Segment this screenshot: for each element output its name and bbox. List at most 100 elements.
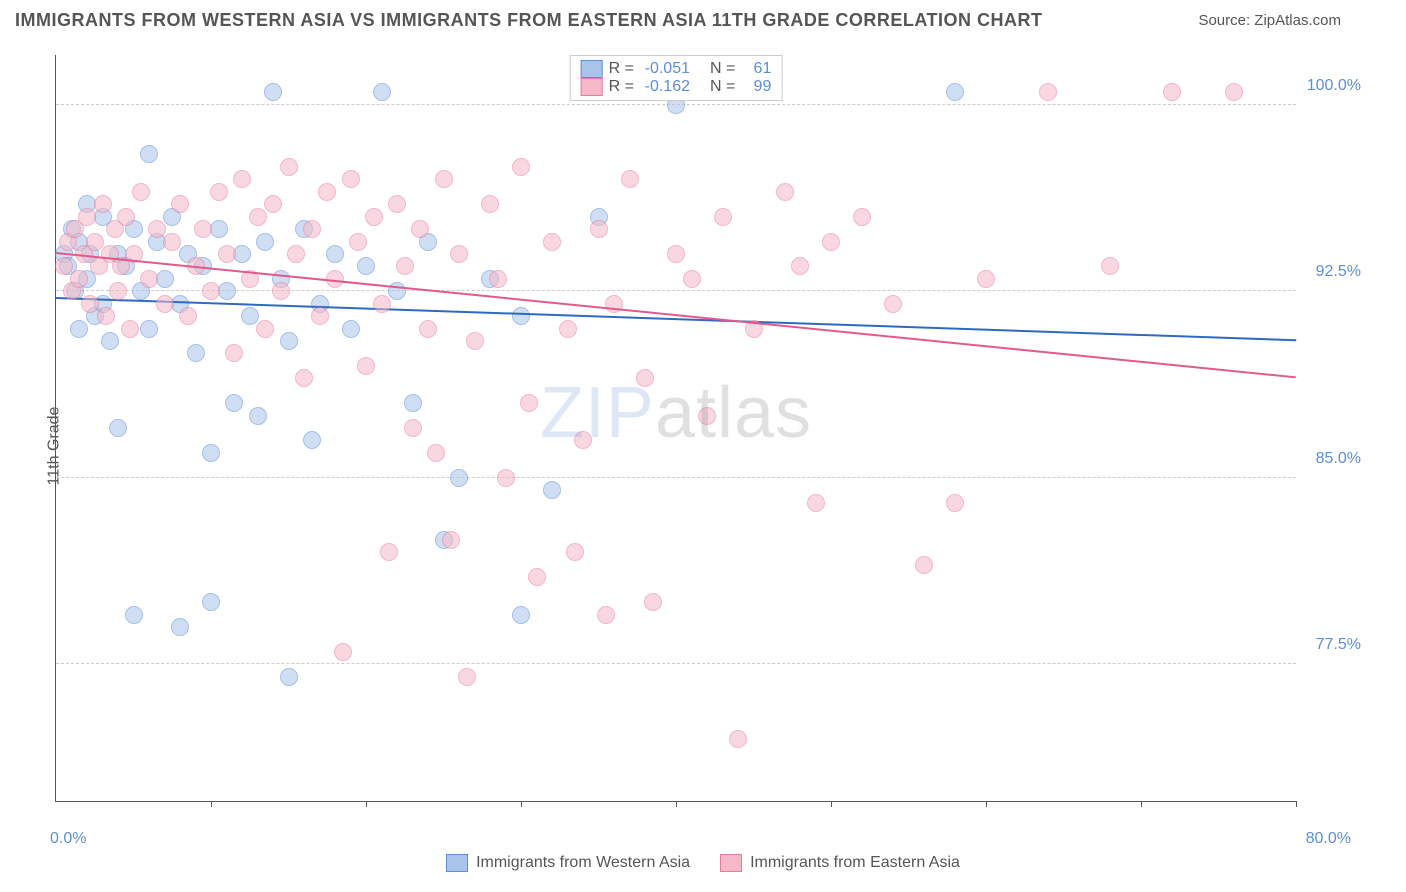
- data-point: [156, 295, 174, 313]
- y-tick-label: 85.0%: [1301, 450, 1361, 468]
- data-point: [194, 220, 212, 238]
- data-point: [280, 332, 298, 350]
- data-point: [404, 394, 422, 412]
- data-point: [590, 220, 608, 238]
- data-point: [427, 444, 445, 462]
- data-point: [140, 145, 158, 163]
- data-point: [644, 593, 662, 611]
- data-point: [450, 469, 468, 487]
- data-point: [380, 543, 398, 561]
- data-point: [667, 245, 685, 263]
- data-point: [256, 233, 274, 251]
- source-attribution: Source: ZipAtlas.com: [1198, 12, 1391, 29]
- correlation-legend: R =-0.051N =61R =-0.162N =99: [570, 55, 783, 101]
- legend-series-label: Immigrants from Eastern Asia: [750, 854, 960, 872]
- data-point: [109, 282, 127, 300]
- x-tick: [521, 801, 522, 807]
- data-point: [140, 270, 158, 288]
- data-point: [272, 282, 290, 300]
- data-point: [121, 320, 139, 338]
- data-point: [210, 220, 228, 238]
- data-point: [458, 668, 476, 686]
- data-point: [326, 245, 344, 263]
- n-label: N =: [710, 78, 735, 96]
- data-point: [202, 593, 220, 611]
- data-point: [280, 668, 298, 686]
- data-point: [218, 245, 236, 263]
- data-point: [915, 556, 933, 574]
- legend-stat-row: R =-0.162N =99: [581, 78, 772, 96]
- chart-header: IMMIGRANTS FROM WESTERN ASIA VS IMMIGRAN…: [0, 0, 1406, 37]
- data-point: [148, 220, 166, 238]
- data-point: [349, 233, 367, 251]
- data-point: [303, 220, 321, 238]
- legend-swatch: [581, 78, 603, 96]
- data-point: [256, 320, 274, 338]
- data-point: [373, 295, 391, 313]
- gridline: [56, 663, 1296, 664]
- data-point: [512, 158, 530, 176]
- data-point: [202, 282, 220, 300]
- chart-title: IMMIGRANTS FROM WESTERN ASIA VS IMMIGRAN…: [15, 10, 1043, 31]
- n-value: 61: [741, 60, 771, 78]
- data-point: [117, 208, 135, 226]
- data-point: [264, 195, 282, 213]
- y-tick-label: 77.5%: [1301, 636, 1361, 654]
- data-point: [512, 606, 530, 624]
- data-point: [419, 320, 437, 338]
- data-point: [946, 494, 964, 512]
- data-point: [342, 170, 360, 188]
- data-point: [163, 233, 181, 251]
- data-point: [295, 369, 313, 387]
- data-point: [70, 320, 88, 338]
- data-point: [714, 208, 732, 226]
- data-point: [388, 195, 406, 213]
- n-label: N =: [710, 60, 735, 78]
- plot-area: ZIPatlas R =-0.051N =61R =-0.162N =99: [55, 55, 1296, 802]
- data-point: [729, 730, 747, 748]
- data-point: [156, 270, 174, 288]
- data-point: [977, 270, 995, 288]
- x-axis-max-label: 80.0%: [1306, 830, 1351, 848]
- data-point: [946, 83, 964, 101]
- data-point: [94, 195, 112, 213]
- data-point: [233, 245, 251, 263]
- data-point: [776, 183, 794, 201]
- data-point: [280, 158, 298, 176]
- data-point: [566, 543, 584, 561]
- data-point: [442, 531, 460, 549]
- data-point: [179, 307, 197, 325]
- data-point: [1101, 257, 1119, 275]
- r-label: R =: [609, 78, 634, 96]
- y-tick-label: 100.0%: [1301, 77, 1361, 95]
- data-point: [357, 357, 375, 375]
- data-point: [1225, 83, 1243, 101]
- legend-series-item: Immigrants from Western Asia: [446, 854, 690, 872]
- data-point: [404, 419, 422, 437]
- legend-swatch: [581, 60, 603, 78]
- data-point: [497, 469, 515, 487]
- data-point: [218, 282, 236, 300]
- data-point: [435, 170, 453, 188]
- data-point: [791, 257, 809, 275]
- series-legend: Immigrants from Western Asia Immigrants f…: [0, 854, 1406, 872]
- data-point: [512, 307, 530, 325]
- x-tick: [831, 801, 832, 807]
- data-point: [303, 431, 321, 449]
- data-point: [543, 233, 561, 251]
- data-point: [1039, 83, 1057, 101]
- data-point: [109, 419, 127, 437]
- data-point: [520, 394, 538, 412]
- r-label: R =: [609, 60, 634, 78]
- data-point: [249, 407, 267, 425]
- data-point: [636, 369, 654, 387]
- data-point: [70, 270, 88, 288]
- y-tick-labels: 77.5%85.0%92.5%100.0%: [1301, 55, 1361, 802]
- data-point: [171, 618, 189, 636]
- gridline: [56, 477, 1296, 478]
- data-point: [373, 83, 391, 101]
- data-point: [807, 494, 825, 512]
- data-point: [202, 444, 220, 462]
- n-value: 99: [741, 78, 771, 96]
- data-point: [233, 170, 251, 188]
